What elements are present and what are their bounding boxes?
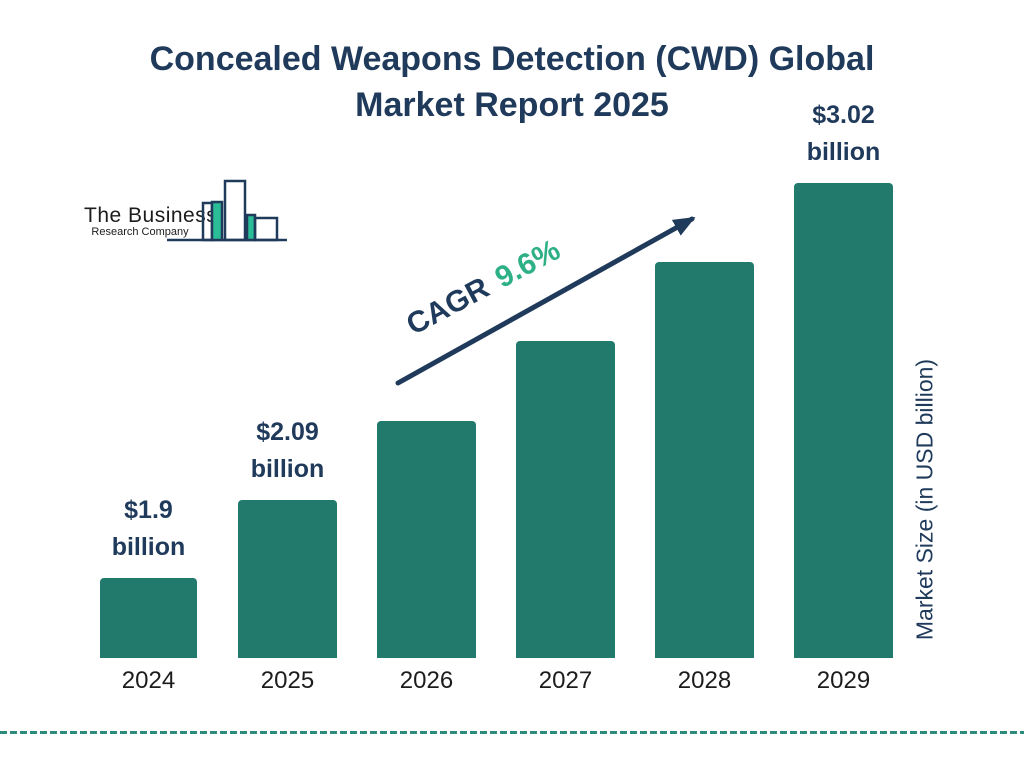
bar-chart-logo-icon	[167, 179, 287, 242]
x-tick-label-2027: 2027	[538, 667, 593, 694]
bar-2024	[100, 578, 197, 658]
bar-2028	[655, 262, 754, 658]
value-label-2024: $1.9 billion	[111, 496, 186, 561]
page-title-line2: Market Report 2025	[355, 86, 669, 124]
value-label-2025: $2.09 billion	[250, 418, 325, 483]
bar-2027	[516, 341, 615, 658]
company-logo-name: The Business	[84, 204, 218, 227]
bar-2026	[377, 421, 476, 658]
page-title-line1: Concealed Weapons Detection (CWD) Global	[149, 40, 875, 78]
page-title: Concealed Weapons Detection (CWD) Global…	[0, 36, 1024, 128]
x-tick-label-2026: 2026	[399, 667, 454, 694]
company-logo-text: The Business Research Company	[84, 204, 218, 238]
bar-2029	[794, 183, 893, 658]
value-label-2029: $3.02 billion	[806, 101, 881, 166]
bottom-dashed-divider	[0, 731, 1024, 734]
x-tick-label-2025: 2025	[260, 667, 315, 694]
growth-arrow-icon	[395, 216, 696, 386]
x-tick-label-2028: 2028	[677, 667, 732, 694]
company-logo: The Business Research Company	[75, 178, 295, 248]
company-logo-subname: Research Company	[91, 226, 189, 238]
bar-2025	[238, 500, 337, 658]
x-tick-label-2024: 2024	[121, 667, 176, 694]
x-tick-label-2029: 2029	[816, 667, 871, 694]
y-axis-label: Market Size (in USD billion)	[911, 358, 938, 641]
